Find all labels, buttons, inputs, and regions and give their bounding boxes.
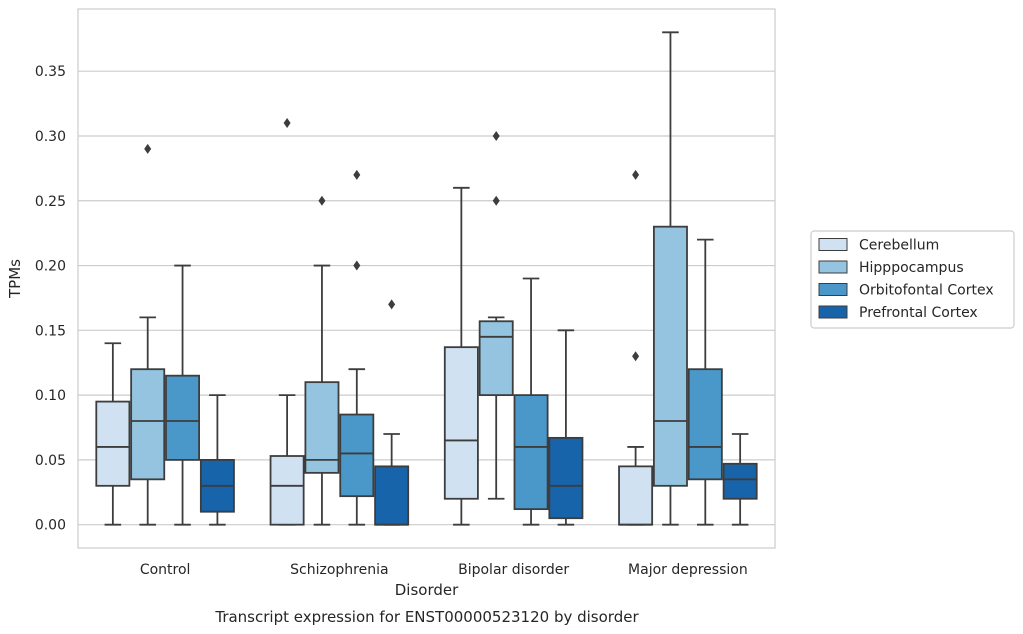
box-plot	[304, 195, 340, 526]
y-tick-label: 0.30	[35, 129, 66, 145]
x-tick-label: Schizophrenia	[290, 562, 388, 578]
box-iqr	[478, 320, 514, 397]
outlier-point	[353, 169, 361, 180]
box-iqr	[548, 436, 584, 520]
box-iqr	[513, 394, 549, 511]
series-orbitofontal-cortex	[165, 169, 723, 526]
legend-swatch	[818, 238, 848, 251]
y-tick-label: 0.10	[35, 388, 66, 404]
box-plot	[374, 299, 410, 526]
box-iqr	[339, 413, 375, 498]
legend-swatch	[818, 283, 848, 296]
box-iqr	[722, 462, 758, 500]
y-axis-title: TPMs	[6, 259, 24, 299]
box-plot	[618, 169, 654, 526]
box-plot	[652, 31, 688, 526]
legend-label: Prefrontal Cortex	[859, 305, 978, 321]
y-tick-label: 0.00	[35, 518, 66, 534]
series-prefrontal-cortex	[199, 299, 758, 526]
chart-caption: Transcript expression for ENST0000052312…	[214, 608, 639, 626]
y-tick-label: 0.05	[35, 453, 66, 469]
box-plot	[199, 394, 235, 526]
legend-label: Hipppocampus	[859, 260, 964, 276]
y-tick-label: 0.35	[35, 64, 66, 80]
outlier-point	[492, 130, 500, 141]
box-series-layer	[95, 31, 758, 526]
legend-swatch	[818, 305, 848, 319]
box-iqr	[652, 225, 688, 487]
outlier-point	[318, 195, 326, 206]
legend-label: Cerebellum	[859, 238, 939, 254]
x-tick-label: Control	[140, 562, 191, 578]
x-axis-title: Disorder	[395, 581, 459, 599]
box-plot	[165, 264, 201, 526]
box-iqr	[374, 465, 410, 526]
outlier-point	[283, 118, 291, 129]
series-hipppocampus	[130, 31, 688, 526]
box-iqr	[95, 400, 131, 487]
box-plot	[130, 143, 166, 526]
box-plot	[513, 277, 549, 526]
box-iqr	[687, 368, 723, 481]
y-tick-label: 0.20	[35, 259, 66, 275]
plot-area-frame	[77, 8, 776, 549]
series-cerebellum	[95, 118, 654, 526]
box-plot	[687, 238, 723, 526]
box-plot	[443, 186, 479, 526]
box-iqr	[269, 455, 305, 526]
outlier-point	[632, 351, 640, 362]
box-iqr	[443, 346, 479, 500]
legend-swatch	[818, 260, 848, 274]
box-iqr	[304, 381, 340, 474]
y-tick-label: 0.25	[35, 194, 66, 210]
outlier-point	[632, 169, 640, 180]
box-plot	[722, 433, 758, 526]
legend-label: Orbitofontal Cortex	[859, 283, 994, 299]
x-tick-labels: Control Schizophrenia Bipolar disorder Majo…	[140, 562, 748, 578]
y-tick-label: 0.15	[35, 323, 66, 339]
box-plot	[269, 118, 305, 526]
outlier-point	[492, 195, 500, 206]
outlier-point	[388, 299, 396, 310]
x-tick-label: Major depression	[628, 562, 748, 578]
box-plot	[548, 329, 584, 526]
box-iqr	[165, 374, 201, 461]
x-tick-label: Bipolar disorder	[458, 562, 569, 578]
legend: Cerebellum Hipppocampus Orbitofontal Corte…	[810, 230, 1015, 329]
outlier-point	[144, 143, 152, 154]
y-tick-labels: 0.00 0.05 0.10 0.15 0.20 0.25 0.30 0.35	[35, 64, 66, 533]
box-iqr	[130, 368, 166, 481]
box-plot	[95, 342, 131, 526]
box-plot	[478, 130, 514, 500]
outlier-point	[353, 260, 361, 271]
box-plot	[339, 169, 375, 526]
box-iqr	[618, 465, 654, 526]
legend-box	[810, 230, 1015, 329]
